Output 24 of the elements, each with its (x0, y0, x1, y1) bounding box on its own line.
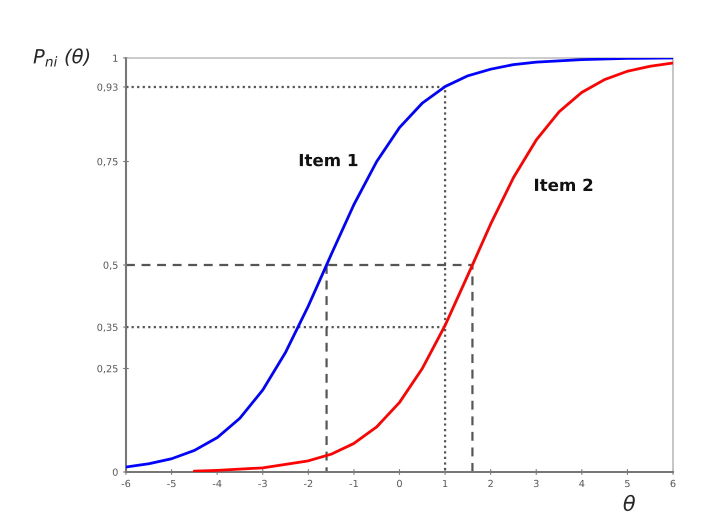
y-tick-label: 1 (113, 54, 118, 62)
y-tick-label: 0 (112, 468, 118, 476)
y-tick-label: 0,5 (104, 261, 118, 270)
x-tick-label: -2 (304, 480, 312, 488)
x-tick-label: -6 (122, 480, 130, 488)
y-tick-label: 0,35 (97, 324, 118, 332)
x-tick-label: 5 (625, 480, 630, 488)
series-label: Item 2 (535, 178, 592, 192)
x-tick-label: 4 (579, 480, 584, 488)
x-tick-label: 6 (670, 480, 676, 488)
y-tick-label: 0,75 (97, 158, 118, 166)
x-axis-title: θ (624, 494, 635, 512)
x-tick-label: 1 (443, 480, 448, 488)
x-tick-label: 2 (488, 480, 493, 488)
x-tick-label: 0 (397, 480, 402, 488)
series-label: Item 1 (300, 154, 358, 166)
x-tick-label: -4 (212, 480, 222, 488)
y-tick-label: 0,93 (97, 83, 118, 92)
x-tick-label: -5 (167, 480, 176, 488)
y-tick-label: 0,25 (97, 364, 118, 374)
x-tick-label: -3 (258, 480, 267, 488)
x-tick-label: -1 (350, 480, 358, 488)
x-tick-label: 3 (534, 480, 539, 488)
y-axis-title: P$_{ni}$ (θ) (34, 48, 90, 67)
